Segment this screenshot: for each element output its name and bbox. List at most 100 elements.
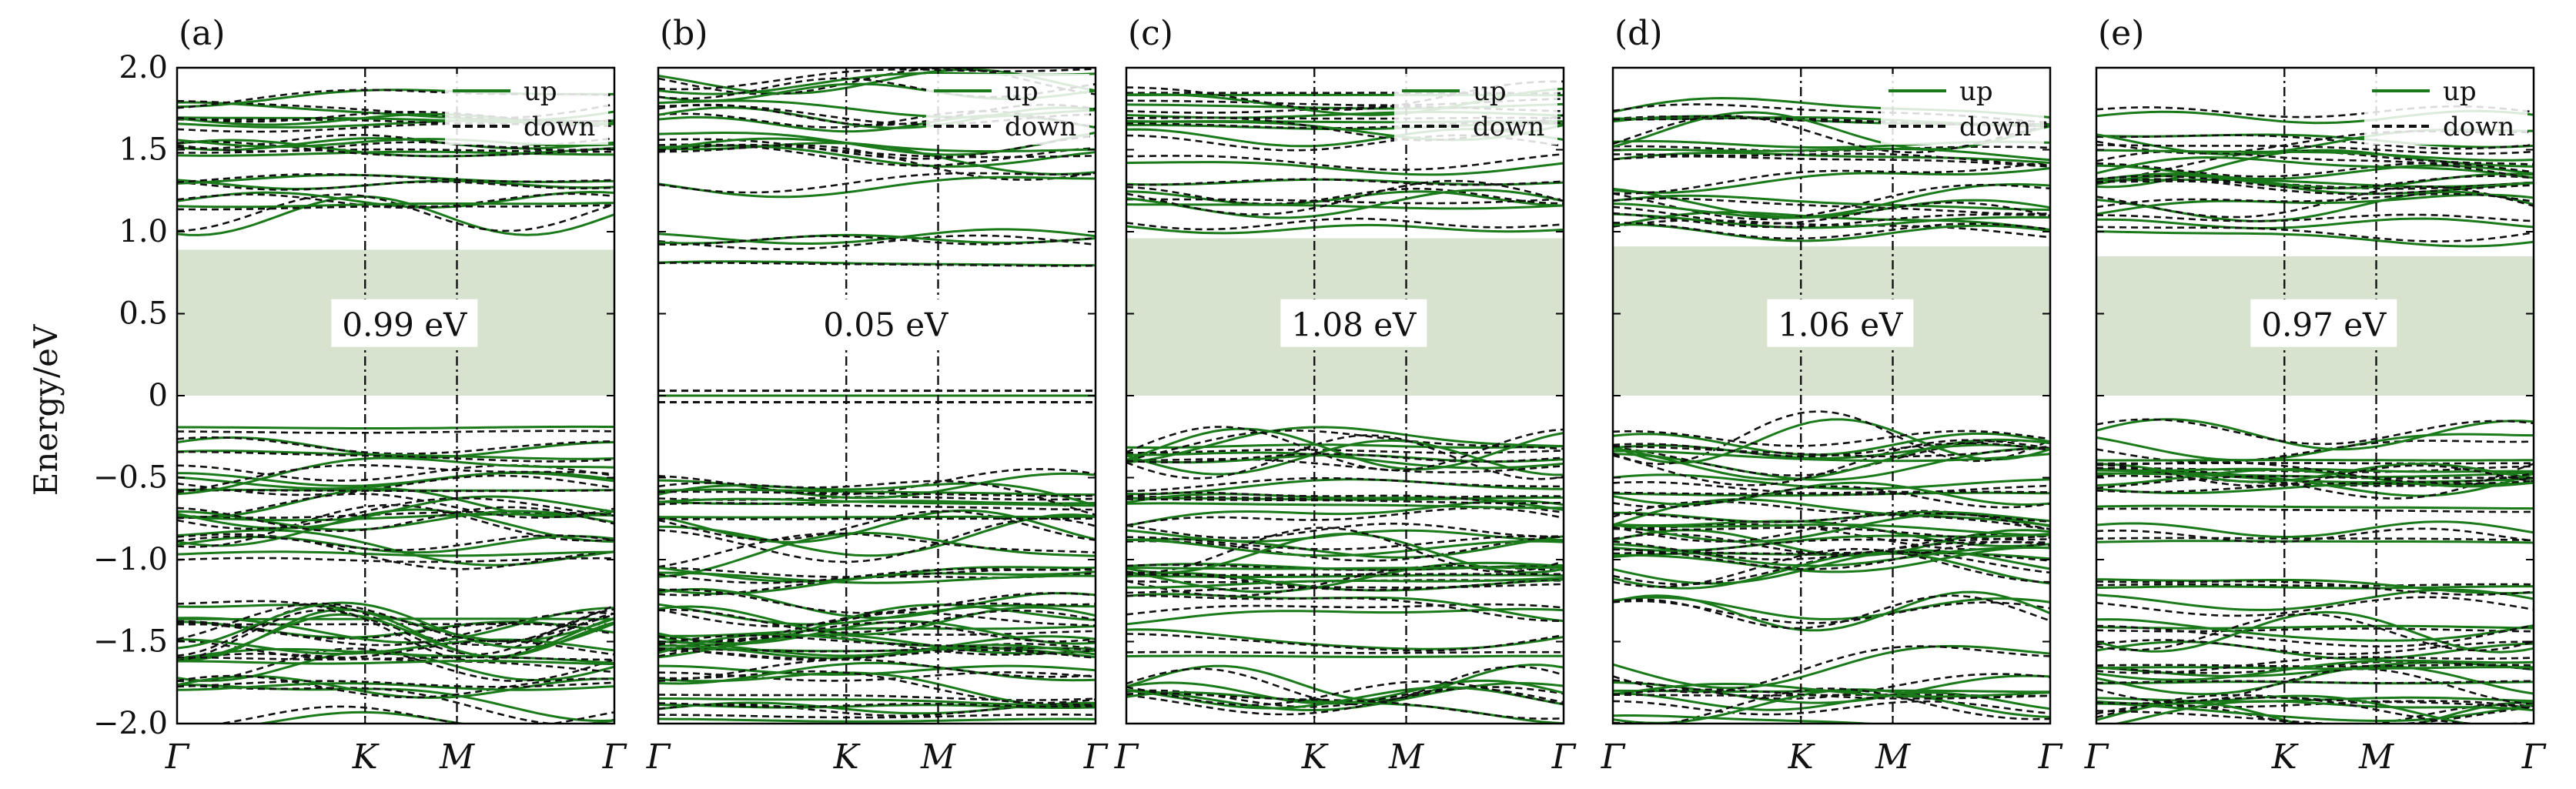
x-tick-label: K	[2271, 737, 2299, 777]
spin-down-band	[177, 680, 614, 688]
spin-down-band	[177, 493, 614, 520]
spin-up-band	[2112, 700, 2534, 724]
spin-down-band	[2096, 527, 2534, 543]
spin-down-band	[1613, 442, 2050, 458]
spin-down-band	[1126, 476, 1564, 493]
spin-down-band	[1126, 495, 1564, 500]
spin-down-band	[177, 141, 614, 152]
spin-up-band	[1613, 199, 2050, 219]
spin-down-band	[2096, 694, 2534, 719]
spin-up-band	[177, 601, 614, 650]
spin-down-band	[1613, 490, 2050, 495]
spin-up-band	[1126, 628, 1564, 650]
legend-up-label: up	[1005, 76, 1039, 107]
spin-down-band	[1613, 512, 2050, 523]
gap-label: 0.05 eV	[823, 306, 948, 344]
spin-down-band	[2096, 178, 2534, 196]
spin-down-band	[2096, 696, 2534, 724]
y-tick-label: −0.5	[93, 460, 168, 496]
gap-label: 1.06 eV	[1778, 306, 1903, 344]
spin-up-band	[177, 470, 614, 490]
spin-up-band	[177, 179, 614, 190]
panel-2: Γ K M Γ (c) up down 1.08 eV	[1114, 14, 1577, 777]
spin-down-band	[177, 110, 614, 123]
spin-down-band	[1126, 80, 1564, 111]
legend-up-label: up	[1959, 76, 1993, 107]
spin-down-band	[177, 602, 614, 643]
spin-down-band	[1126, 680, 1564, 707]
spin-down-band	[1126, 114, 1564, 142]
spin-down-band	[2096, 624, 2534, 648]
spin-up-band	[1613, 596, 2050, 620]
spin-down-band	[658, 510, 1096, 541]
spin-down-band	[658, 143, 1096, 159]
spin-down-band	[1126, 434, 1564, 480]
legend: up down	[2364, 74, 2527, 145]
spin-up-band	[1613, 510, 2050, 523]
spin-down-band	[2096, 213, 2534, 222]
spin-up-band	[2096, 230, 2534, 248]
spin-up-band	[2096, 585, 2534, 590]
spin-down-band	[177, 674, 614, 699]
spin-down-band	[658, 68, 1096, 91]
spin-down-band	[177, 99, 614, 119]
spin-up-band	[658, 488, 1096, 496]
spin-up-band	[2096, 149, 2534, 162]
spin-up-band	[177, 202, 614, 209]
x-tick-label: K	[352, 737, 380, 777]
spin-up-band	[2096, 520, 2534, 539]
spin-down-band	[1126, 535, 1564, 562]
legend: up down	[926, 74, 1089, 145]
spin-down-band	[177, 534, 614, 552]
spin-up-band	[658, 509, 1096, 544]
y-tick-label: 0	[149, 378, 168, 413]
spin-up-band	[2096, 467, 2534, 488]
spin-down-band	[214, 705, 614, 724]
legend-down-label: down	[1473, 112, 1544, 142]
spin-up-band	[1613, 590, 2050, 632]
spin-up-band	[1613, 491, 2050, 497]
spin-down-band	[2096, 639, 2534, 655]
spin-up-band	[1126, 203, 1564, 210]
spin-down-band	[1126, 692, 1564, 720]
spin-up-band	[2096, 172, 2534, 189]
panel-4: Γ K M Γ (e) up down 0.97 eV	[2084, 14, 2547, 777]
spin-down-band	[2096, 175, 2534, 190]
spin-up-band	[1126, 496, 1564, 501]
spin-up-band	[1126, 478, 1564, 496]
spin-up-band	[658, 605, 1096, 636]
x-tick-label: Γ	[1114, 737, 1139, 777]
spin-down-band	[1613, 201, 2050, 225]
spin-down-band	[658, 517, 1096, 520]
spin-up-band	[1126, 223, 1564, 235]
y-tick-label: −1.5	[93, 624, 168, 660]
spin-down-band	[658, 172, 1096, 194]
spin-up-band	[658, 587, 1096, 620]
spin-up-band	[1613, 551, 2050, 590]
gap-label: 1.08 eV	[1291, 306, 1417, 344]
spin-down-band	[1613, 145, 2050, 152]
spin-down-band	[177, 640, 614, 660]
spin-up-band	[177, 425, 614, 430]
spin-down-band	[658, 649, 1096, 660]
legend: up down	[1881, 74, 2044, 145]
spin-down-band	[2096, 480, 2534, 493]
spin-down-band	[1613, 540, 2050, 561]
spin-down-band	[177, 141, 614, 158]
spin-down-band	[658, 588, 1096, 614]
legend-down-label: down	[1005, 112, 1076, 142]
spin-down-band	[1126, 152, 1564, 171]
spin-down-band	[658, 235, 1096, 246]
spin-up-band	[2096, 694, 2474, 724]
spin-up-band	[1126, 426, 1564, 464]
spin-up-band	[177, 613, 614, 660]
spin-down-band	[1613, 500, 2050, 530]
spin-up-band	[177, 139, 614, 158]
spin-down-band	[1613, 197, 2050, 216]
spin-up-band	[1613, 147, 2050, 162]
y-tick-label: 2.0	[119, 50, 168, 85]
spin-up-band	[177, 195, 614, 236]
band-lines	[1613, 96, 2050, 724]
gap-label: 0.97 eV	[2261, 306, 2387, 344]
spin-down-band	[1126, 527, 1564, 574]
